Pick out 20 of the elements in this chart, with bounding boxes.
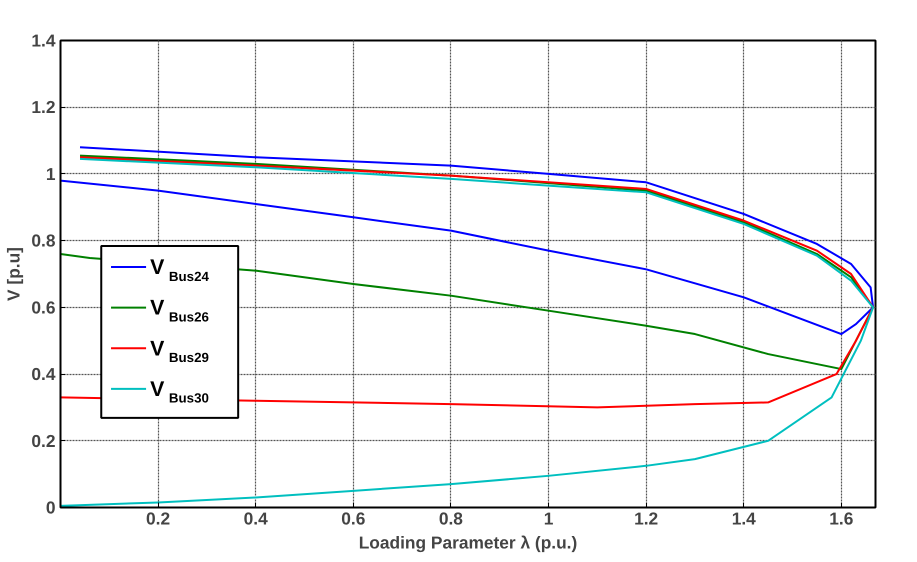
x-tick-label: 1.6 bbox=[829, 508, 854, 528]
line-series bbox=[60, 146, 874, 336]
y-axis-title: V [p.u] bbox=[3, 247, 24, 301]
y-tick-label: 0 bbox=[46, 498, 56, 518]
x-tick-label: 0.6 bbox=[341, 508, 366, 528]
x-tick-label: 0.8 bbox=[438, 508, 464, 528]
y-tick-label: 1.2 bbox=[31, 97, 56, 118]
y-tick-label: 0.4 bbox=[31, 364, 56, 384]
x-tick-label: 0.4 bbox=[244, 508, 268, 528]
x-tick-label: 0.2 bbox=[146, 508, 170, 528]
y-tick-label: 1 bbox=[46, 164, 56, 184]
x-tick-label: 1.2 bbox=[634, 508, 658, 528]
x-axis-title: Loading Parameter λ (p.u.) bbox=[358, 532, 578, 552]
line-series bbox=[60, 156, 874, 408]
x-tick-label: 1 bbox=[544, 508, 554, 528]
y-tick-label: 0.6 bbox=[31, 297, 56, 318]
y-tick-label: 1.4 bbox=[31, 30, 56, 50]
x-tick-label: 1.4 bbox=[732, 508, 756, 528]
y-tick-label: 0.8 bbox=[31, 230, 56, 251]
y-tick-label: 0.2 bbox=[31, 430, 56, 451]
